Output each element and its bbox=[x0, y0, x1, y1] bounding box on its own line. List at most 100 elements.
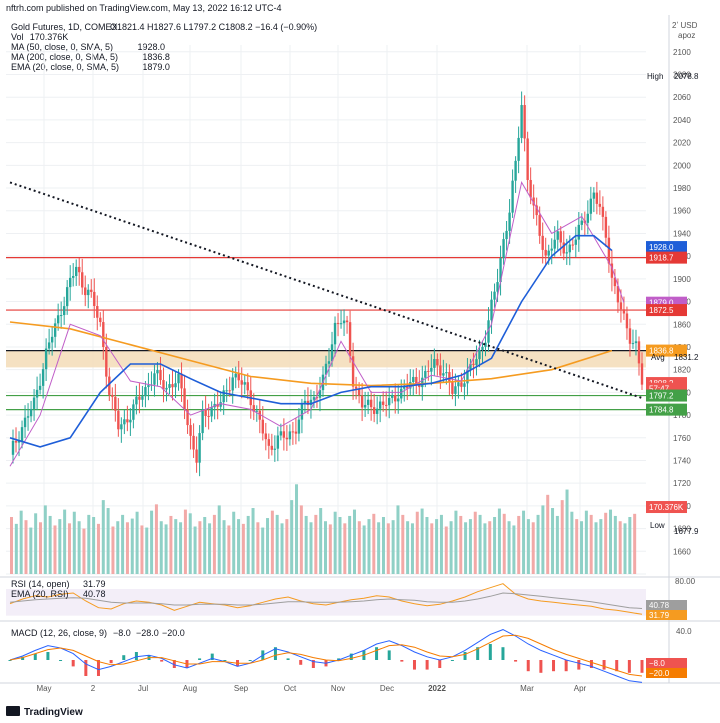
volume-bar bbox=[179, 522, 183, 574]
ma50-line bbox=[9, 234, 613, 448]
indicator-label: Vol bbox=[11, 32, 24, 42]
candle-body bbox=[535, 205, 538, 216]
axis-scale-mode[interactable]: apoz bbox=[678, 31, 695, 40]
symbol-name[interactable]: Gold Futures, 1D, COMEX bbox=[11, 22, 118, 32]
candle-body bbox=[493, 291, 496, 300]
candle-body bbox=[300, 403, 304, 420]
rsi-ema-label: EMA (20, RSI) bbox=[11, 589, 69, 599]
volume-bar bbox=[14, 523, 18, 574]
indicator-label: MA (200, close, 0, SMA, 5) bbox=[11, 52, 118, 62]
candle-body bbox=[472, 363, 475, 365]
candle-body bbox=[279, 431, 283, 436]
candle-body bbox=[132, 404, 135, 420]
volume-bar bbox=[58, 519, 62, 574]
candle-body bbox=[342, 320, 346, 324]
volume-bar bbox=[251, 508, 255, 574]
volume-bar bbox=[406, 521, 410, 574]
macd-histogram-bar bbox=[311, 660, 315, 668]
rsi-line bbox=[9, 583, 643, 615]
volume-bar bbox=[174, 519, 178, 574]
rsi-pane[interactable]: RSI (14, open) 31.79 EMA (20, RSI) 40.78 8… bbox=[6, 577, 696, 620]
candle-body bbox=[315, 397, 319, 399]
candle-body bbox=[219, 402, 222, 407]
candle-body bbox=[126, 419, 129, 423]
volume-bar bbox=[130, 518, 134, 574]
candle-body bbox=[231, 377, 234, 391]
price-pane[interactable] bbox=[0, 15, 720, 684]
candle-body bbox=[297, 419, 301, 434]
volume-bar bbox=[357, 521, 361, 574]
ma200-line bbox=[9, 321, 613, 387]
candle-body bbox=[243, 382, 246, 385]
candle-body bbox=[288, 431, 292, 440]
volume-bar bbox=[488, 521, 492, 574]
candle-body bbox=[246, 382, 249, 391]
volume-bar bbox=[266, 518, 270, 574]
candle-body bbox=[547, 250, 550, 256]
candle-body bbox=[14, 440, 18, 443]
tradingview-logo[interactable]: TradingView bbox=[6, 706, 83, 718]
volume-bar bbox=[435, 519, 439, 574]
volume-bar bbox=[193, 526, 197, 574]
volume-bar bbox=[401, 514, 405, 574]
candle-body bbox=[138, 396, 141, 400]
indicator-value: 170.376K bbox=[30, 32, 69, 42]
volume-bar bbox=[502, 513, 506, 574]
volume-bar bbox=[285, 519, 289, 574]
volume-bar bbox=[106, 508, 110, 574]
candle-body bbox=[47, 342, 51, 349]
candle-body bbox=[601, 206, 605, 217]
volume-bar bbox=[34, 513, 38, 574]
candle-body bbox=[357, 388, 361, 396]
candle-body bbox=[496, 282, 499, 292]
candle-body bbox=[234, 373, 237, 378]
macd-histogram-bar bbox=[615, 660, 619, 672]
volume-bar bbox=[599, 519, 603, 574]
candle-body bbox=[634, 341, 638, 344]
candle-body bbox=[490, 299, 493, 321]
price-tick-label: 1940 bbox=[673, 229, 691, 238]
candle-body bbox=[324, 363, 328, 375]
candle-body bbox=[210, 407, 213, 417]
volume-bar bbox=[227, 525, 231, 574]
candle-body bbox=[303, 400, 307, 404]
candle-body bbox=[559, 231, 562, 243]
macd-histogram-bar bbox=[59, 660, 63, 661]
candle-body bbox=[62, 306, 66, 316]
price-tick-label: 1980 bbox=[673, 184, 691, 193]
candle-body bbox=[378, 401, 382, 409]
candle-body bbox=[412, 376, 415, 383]
volume-bar bbox=[116, 521, 120, 574]
volume-bar bbox=[367, 519, 371, 574]
time-tick-label: Mar bbox=[520, 684, 534, 693]
candle-body bbox=[258, 410, 261, 420]
volume-bar bbox=[473, 511, 477, 574]
rsi-badge-text: 31.79 bbox=[649, 611, 670, 620]
volume-bar bbox=[198, 521, 202, 574]
candle-body bbox=[574, 239, 577, 245]
macd-value: −28.0 bbox=[136, 628, 159, 638]
candle-body bbox=[406, 386, 409, 389]
candle-body bbox=[607, 237, 611, 264]
candle-body bbox=[183, 388, 186, 410]
volume-bar bbox=[584, 510, 588, 574]
ma50-badge bbox=[646, 241, 687, 254]
volume-bar bbox=[135, 511, 139, 574]
volume-bar bbox=[232, 511, 236, 574]
candle-body bbox=[68, 277, 72, 288]
macd-histogram-bar bbox=[400, 660, 404, 662]
candle-body bbox=[38, 385, 42, 390]
price-tick-label: 1820 bbox=[673, 366, 691, 375]
macd-pane[interactable]: MACD (12, 26, close, 9) −8.0 −28.0 −20.0 40… bbox=[8, 627, 693, 683]
macd-histogram-bar bbox=[450, 660, 454, 661]
candle-body bbox=[35, 389, 39, 398]
candle-body bbox=[394, 395, 397, 402]
price-tick-label: 2080 bbox=[673, 71, 691, 80]
candle-body bbox=[65, 287, 69, 307]
macd-histogram-bar bbox=[577, 660, 581, 670]
volume-bar bbox=[526, 519, 530, 574]
candle-body bbox=[598, 203, 602, 207]
time-axis[interactable]: May 2 Jul Aug Sep Oct Nov Dec 2022 Mar Apr bbox=[36, 684, 586, 693]
macd-histogram-bar bbox=[526, 660, 530, 672]
price-tick-label: 2100 bbox=[673, 48, 691, 57]
